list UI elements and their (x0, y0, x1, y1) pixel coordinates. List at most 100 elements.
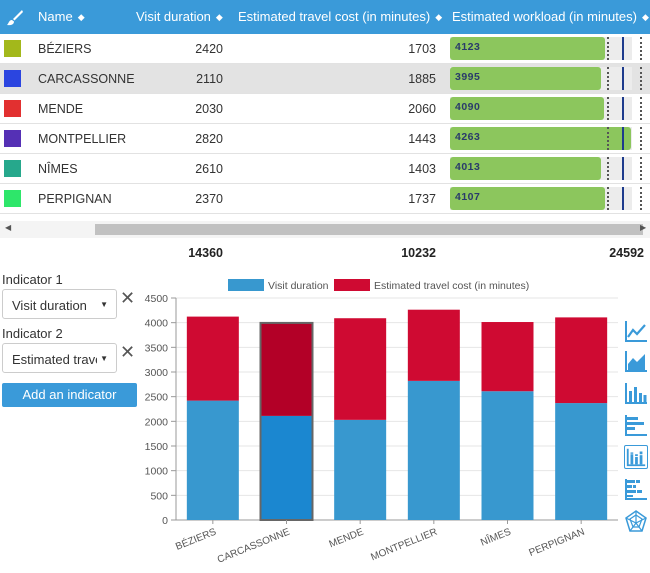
workload-total: 24592 (609, 246, 644, 260)
sort-icon: ◆ (215, 12, 223, 22)
scroll-right-icon[interactable]: ▶ (640, 223, 647, 232)
row-visit: 2820 (195, 132, 223, 146)
row-workload: 3995 (455, 71, 481, 83)
workload-target-marker (622, 187, 624, 210)
bar-visit-duration (555, 403, 608, 520)
indicator-1-select[interactable]: Visit duration ▼ (2, 289, 117, 319)
bar-travel-cost (334, 318, 387, 420)
table-row[interactable]: CARCASSONNE 2110 1885 3995 (0, 64, 650, 94)
visit-column-header[interactable]: Visit duration ◆ (136, 0, 223, 34)
workload-target-marker (622, 67, 624, 90)
indicator-2-value: Estimated trave (12, 352, 97, 367)
workload-target-marker (622, 157, 624, 180)
color-swatch[interactable] (4, 130, 21, 147)
x-tick-label: CARCASSONNE (216, 526, 292, 565)
legend-label: Estimated travel cost (in minutes) (374, 280, 529, 292)
workload-column-header[interactable]: Estimated workload (in minutes) ◆ (452, 0, 649, 34)
row-travel: 1737 (408, 192, 436, 206)
workload-threshold-marker (607, 67, 609, 90)
legend-swatch (334, 279, 370, 291)
row-visit: 2610 (195, 162, 223, 176)
x-tick-label: MONTPELLIER (369, 527, 439, 564)
workload-target-marker (622, 37, 624, 60)
bar-travel-cost (407, 309, 460, 381)
sort-icon: ◆ (641, 12, 649, 22)
indicator-1-label: Indicator 1 (2, 272, 63, 287)
scrollbar-thumb[interactable] (95, 224, 643, 235)
travel-total: 10232 (401, 246, 436, 260)
horizontal-scrollbar[interactable]: ◀ ▶ (0, 221, 650, 238)
row-name: BÉZIERS (38, 42, 92, 56)
x-tick-label: MENDE (328, 526, 366, 550)
paintbrush-icon[interactable] (6, 9, 24, 27)
workload-fill (450, 157, 601, 180)
color-swatch[interactable] (4, 70, 21, 87)
area-chart-icon[interactable] (624, 349, 648, 373)
indicator-2-select[interactable]: Estimated trave ▼ (2, 343, 117, 373)
sort-icon: ◆ (435, 12, 443, 22)
name-column-header[interactable]: Name ◆ (38, 0, 85, 34)
y-tick-label: 1500 (145, 441, 169, 453)
workload-fill (450, 37, 605, 60)
row-workload: 4090 (455, 101, 481, 113)
workload-bar: 4263 (450, 127, 632, 150)
stacked-bar-chart-icon[interactable] (624, 445, 648, 469)
table-row[interactable]: NÎMES 2610 1403 4013 (0, 154, 650, 184)
row-name: MENDE (38, 102, 84, 116)
visit-header-label: Visit duration (136, 9, 211, 24)
caret-down-icon: ▼ (100, 300, 108, 309)
horizontal-bar-chart-icon[interactable] (624, 413, 648, 437)
workload-threshold-marker (607, 187, 609, 210)
y-tick-label: 4000 (145, 318, 169, 330)
color-swatch[interactable] (4, 190, 21, 207)
row-name: PERPIGNAN (38, 192, 112, 206)
row-visit: 2110 (196, 72, 223, 86)
travel-column-header[interactable]: Estimated travel cost (in minutes) ◆ (238, 0, 442, 34)
totals-row: 14360 10232 24592 (0, 240, 650, 266)
workload-limit-marker (640, 187, 642, 210)
row-name: NÎMES (38, 162, 78, 176)
remove-indicator-1-icon[interactable]: ✕ (120, 288, 136, 308)
y-tick-label: 0 (162, 515, 168, 527)
workload-bar: 3995 (450, 67, 632, 90)
workload-bar: 4090 (450, 97, 632, 120)
table-row[interactable]: PERPIGNAN 2370 1737 4107 (0, 184, 650, 214)
color-swatch[interactable] (4, 40, 21, 57)
stacked-horizontal-bar-chart-icon[interactable] (624, 477, 648, 501)
workload-target-marker (622, 127, 624, 150)
color-swatch[interactable] (4, 100, 21, 117)
x-tick-label: BÉZIERS (173, 525, 218, 553)
indicator-1-value: Visit duration (12, 298, 87, 313)
add-indicator-button[interactable]: Add an indicator (2, 383, 137, 407)
workload-threshold-marker (607, 127, 609, 150)
workload-bar: 4013 (450, 157, 632, 180)
scroll-left-icon[interactable]: ◀ (5, 223, 12, 232)
workload-limit-marker (640, 157, 642, 180)
workload-target-marker (622, 97, 624, 120)
row-travel: 1443 (408, 132, 436, 146)
row-visit: 2370 (195, 192, 223, 206)
workload-threshold-marker (607, 157, 609, 180)
table-header: Name ◆ Visit duration ◆ Estimated travel c… (0, 0, 650, 34)
bar-chart-icon[interactable] (624, 381, 648, 405)
workload-threshold-marker (607, 37, 609, 60)
color-swatch[interactable] (4, 160, 21, 177)
name-header-label: Name (38, 9, 73, 24)
travel-header-label: Estimated travel cost (in minutes) (238, 9, 431, 24)
y-tick-label: 1000 (145, 466, 169, 478)
table-row[interactable]: BÉZIERS 2420 1703 4123 (0, 34, 650, 64)
y-tick-label: 2500 (145, 392, 169, 404)
remove-indicator-2-icon[interactable]: ✕ (120, 342, 136, 362)
table-row[interactable]: MENDE 2030 2060 4090 (0, 94, 650, 124)
bar-visit-duration (334, 419, 387, 520)
radar-chart-icon[interactable] (624, 509, 648, 533)
legend-label: Visit duration (268, 280, 329, 292)
table-row[interactable]: MONTPELLIER 2820 1443 4263 (0, 124, 650, 154)
y-tick-label: 3500 (145, 342, 169, 354)
y-tick-label: 4500 (145, 293, 169, 305)
row-visit: 2420 (195, 42, 223, 56)
bar-travel-cost (555, 317, 608, 404)
row-workload: 4263 (455, 131, 481, 143)
line-chart-icon[interactable] (624, 319, 648, 343)
workload-bar: 4107 (450, 187, 632, 210)
